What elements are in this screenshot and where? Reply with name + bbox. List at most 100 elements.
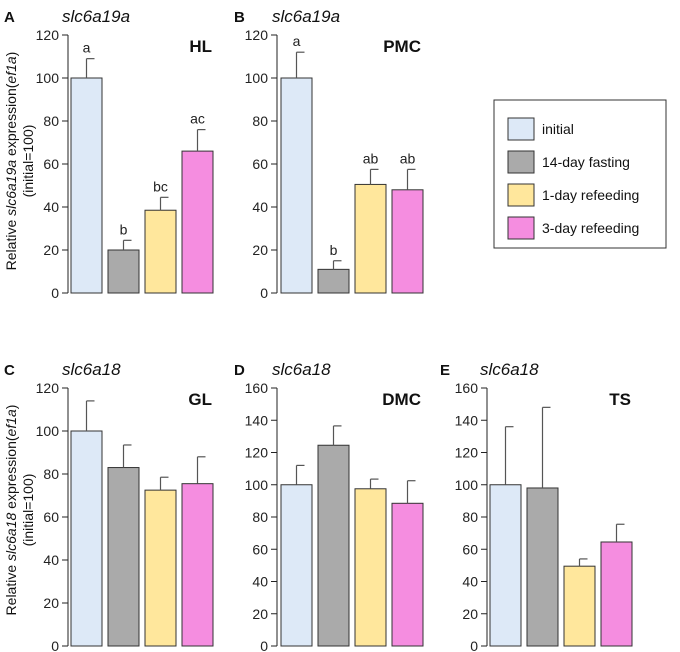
- y-axis-title-top: Relative slc6a19a expression(ef1a): [3, 52, 19, 271]
- bar-refeed1: [354, 488, 387, 647]
- legend: initial 14-day fasting 1-day refeeding 3-da…: [493, 99, 667, 249]
- significance-letter: ab: [363, 150, 379, 166]
- panel-letter: B: [234, 9, 245, 26]
- panel-gene-title: slc6a19a: [272, 7, 340, 26]
- panel-letter: D: [234, 362, 245, 379]
- y-tick-label: 100: [245, 70, 269, 86]
- significance-letter: b: [120, 221, 128, 237]
- panel-gene-title: slc6a19a: [62, 7, 130, 26]
- bar-refeed3: [391, 189, 424, 294]
- y-tick-label: 40: [252, 199, 268, 215]
- y-tick-label: 0: [470, 638, 478, 652]
- panel-tissue-label: GL: [188, 390, 212, 409]
- bar-initial: [280, 77, 313, 294]
- panel-gene-title: slc6a18: [62, 360, 121, 379]
- bar-refeed3: [181, 150, 214, 294]
- y-tick-label: 120: [36, 27, 60, 43]
- panel-tissue-label: DMC: [382, 390, 421, 409]
- y-tick-label: 120: [36, 380, 60, 396]
- y-tick-label: 100: [36, 70, 60, 86]
- y-tick-label: 120: [245, 445, 269, 461]
- panel-tissue-label: PMC: [383, 37, 421, 56]
- bar-initial: [280, 484, 313, 647]
- y-tick-label: 120: [245, 27, 269, 43]
- significance-letter: bc: [153, 178, 168, 194]
- y-tick-label: 0: [260, 285, 268, 301]
- bar-refeed3: [391, 502, 424, 647]
- y-tick-label: 80: [43, 466, 59, 482]
- significance-letter: b: [330, 242, 338, 258]
- y-tick-label: 40: [462, 574, 478, 590]
- panel-gene-title: slc6a18: [272, 360, 331, 379]
- legend-label-fasting: 14-day fasting: [542, 154, 630, 170]
- bar-refeed3: [181, 483, 214, 647]
- panel-tissue-label: TS: [609, 390, 631, 409]
- y-tick-label: 60: [43, 156, 59, 172]
- y-tick-label: 80: [252, 113, 268, 129]
- y-tick-label: 120: [455, 445, 479, 461]
- bar-initial: [70, 430, 103, 647]
- bar-initial: [70, 77, 103, 294]
- bar-initial: [489, 484, 522, 647]
- y-tick-label: 80: [43, 113, 59, 129]
- y-tick-label: 100: [245, 477, 269, 493]
- y-tick-label: 140: [455, 412, 479, 428]
- bar-fasting: [526, 487, 559, 647]
- bar-refeed3: [600, 541, 633, 647]
- y-tick-label: 0: [260, 638, 268, 652]
- bar-fasting: [317, 444, 350, 647]
- y-tick-label: 100: [455, 477, 479, 493]
- y-tick-label: 60: [252, 541, 268, 557]
- y-tick-label: 20: [43, 242, 59, 258]
- y-tick-label: 40: [43, 199, 59, 215]
- y-tick-label: 20: [252, 606, 268, 622]
- y-tick-label: 140: [245, 412, 269, 428]
- legend-swatch-initial: [507, 117, 535, 141]
- panel-letter: A: [4, 9, 15, 26]
- significance-letter: a: [293, 33, 301, 49]
- y-tick-label: 20: [462, 606, 478, 622]
- legend-label-refeed3: 3-day refeeding: [542, 220, 639, 236]
- y-tick-label: 60: [252, 156, 268, 172]
- bar-refeed1: [144, 489, 177, 647]
- significance-letter: a: [83, 40, 91, 56]
- y-tick-label: 0: [51, 638, 59, 652]
- bar-fasting: [107, 467, 140, 647]
- y-tick-label: 80: [462, 509, 478, 525]
- legend-swatch-fasting: [507, 150, 535, 174]
- y-tick-label: 40: [252, 574, 268, 590]
- significance-letter: ab: [400, 150, 416, 166]
- y-tick-label: 60: [462, 541, 478, 557]
- bar-fasting: [107, 249, 140, 294]
- y-tick-label: 160: [455, 380, 479, 396]
- y-tick-label: 40: [43, 552, 59, 568]
- legend-label-initial: initial: [542, 121, 574, 137]
- bar-fasting: [317, 268, 350, 294]
- y-axis-subtitle-top: (initial=100): [20, 125, 36, 198]
- panel-letter: E: [440, 362, 450, 379]
- bar-refeed1: [144, 209, 177, 294]
- y-axis-subtitle-bottom: (initial=100): [20, 474, 36, 547]
- bar-refeed1: [563, 565, 596, 647]
- legend-label-refeed1: 1-day refeeding: [542, 187, 639, 203]
- y-tick-label: 20: [43, 595, 59, 611]
- y-tick-label: 160: [245, 380, 269, 396]
- significance-letter: ac: [190, 111, 205, 127]
- y-axis-title-bottom: Relative slc6a18 expression(ef1a): [3, 405, 19, 616]
- bar-refeed1: [354, 183, 387, 294]
- y-tick-label: 0: [51, 285, 59, 301]
- panel-gene-title: slc6a18: [480, 360, 539, 379]
- panel-tissue-label: HL: [189, 37, 212, 56]
- panel-letter: C: [4, 362, 15, 379]
- legend-swatch-refeed3: [507, 216, 535, 240]
- y-tick-label: 100: [36, 423, 60, 439]
- y-tick-label: 60: [43, 509, 59, 525]
- y-tick-label: 20: [252, 242, 268, 258]
